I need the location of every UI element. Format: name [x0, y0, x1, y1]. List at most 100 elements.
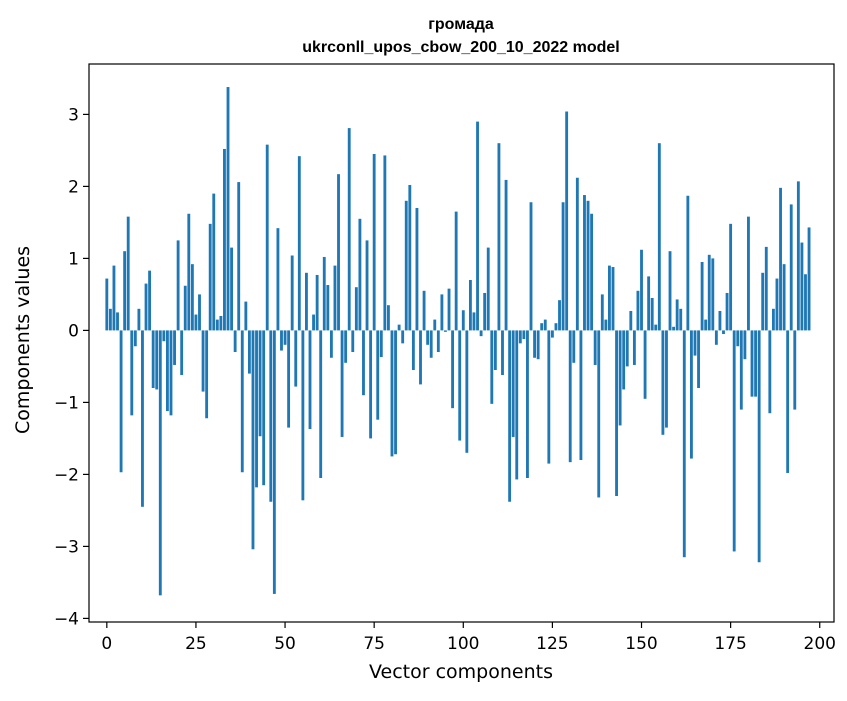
bar-component-57	[308, 330, 312, 430]
bar-component-63	[329, 330, 333, 358]
bar-component-33	[223, 148, 226, 331]
bar-component-73	[365, 240, 369, 331]
x-tick-label: 175	[714, 634, 746, 654]
bar-component-117	[522, 330, 526, 340]
bar-component-86	[411, 330, 415, 370]
bar-component-26	[198, 294, 201, 331]
bar-component-180	[747, 216, 750, 331]
bar-component-167	[700, 262, 704, 331]
bar-component-61	[322, 256, 326, 331]
bar-component-193	[793, 330, 797, 410]
bar-component-20	[176, 240, 180, 331]
bar-component-134	[583, 195, 586, 331]
bar-component-8	[133, 330, 137, 347]
bar-component-36	[233, 330, 237, 352]
bar-component-95	[444, 330, 447, 332]
bar-component-19	[173, 330, 176, 365]
bar-component-171	[714, 330, 718, 345]
bar-component-28	[205, 330, 209, 419]
bar-component-13	[151, 330, 155, 388]
bar-component-147	[629, 310, 633, 331]
bar-component-74	[369, 330, 373, 439]
bar-component-21	[180, 330, 184, 376]
bar-component-129	[565, 111, 569, 331]
bar-component-92	[433, 319, 437, 331]
bar-component-154	[654, 324, 658, 331]
bar-component-158	[668, 251, 672, 331]
x-tick-label: 150	[625, 634, 657, 654]
bar-component-181	[750, 330, 754, 397]
bar-component-50	[283, 330, 287, 345]
bar-component-174	[725, 292, 729, 331]
bar-component-94	[440, 294, 444, 331]
bar-component-29	[208, 223, 212, 331]
bar-component-146	[625, 330, 629, 367]
bar-component-127	[558, 300, 561, 331]
bar-component-98	[454, 211, 458, 331]
bar-component-183	[757, 330, 761, 563]
bar-component-46	[269, 330, 273, 502]
bar-component-166	[697, 330, 700, 388]
bar-component-65	[337, 174, 340, 331]
bar-component-176	[732, 330, 736, 552]
bar-component-102	[468, 280, 472, 331]
bar-component-175	[729, 223, 733, 331]
x-tick-label: 200	[804, 634, 836, 654]
bar-component-2	[112, 265, 116, 331]
bar-component-85	[408, 184, 412, 331]
bar-component-89	[422, 290, 426, 331]
bar-component-128	[561, 202, 565, 331]
bar-component-172	[718, 310, 722, 331]
y-axis-ticks: −4 −3 −2 −1 0 1 2 3	[54, 105, 89, 629]
bar-component-139	[600, 294, 604, 331]
y-tick-label: −4	[54, 609, 79, 629]
bar-component-126	[554, 323, 558, 331]
bar-component-151	[643, 330, 647, 399]
bar-component-136	[590, 213, 594, 331]
y-tick-label: 2	[68, 177, 79, 197]
chart-subtitle: ukrconll_upos_cbow_200_10_2022 model	[302, 39, 619, 56]
bar-component-114	[511, 330, 515, 437]
bar-component-81	[394, 330, 397, 455]
bar-component-30	[212, 193, 216, 331]
bar-component-37	[237, 182, 241, 331]
bar-component-17	[166, 330, 169, 412]
y-tick-label: 3	[68, 105, 79, 125]
bar-component-189	[779, 187, 782, 331]
x-tick-label: 125	[536, 634, 568, 654]
bar-component-31	[215, 319, 219, 331]
y-axis-label: Components values	[12, 246, 34, 434]
bars-group	[105, 87, 811, 596]
bar-component-71	[358, 218, 362, 331]
bar-component-100	[461, 310, 465, 331]
bar-component-70	[354, 287, 358, 331]
bar-component-52	[290, 255, 294, 331]
bar-component-124	[547, 330, 551, 464]
bar-component-6	[126, 216, 130, 331]
chart-title: громада	[428, 16, 494, 33]
plot-frame	[88, 63, 835, 623]
bar-component-133	[579, 330, 583, 460]
bar-component-115	[515, 330, 519, 480]
bar-component-68	[347, 128, 351, 331]
bar-component-142	[611, 267, 615, 331]
bar-component-79	[387, 305, 390, 331]
bar-component-18	[169, 330, 173, 416]
bar-component-155	[657, 143, 661, 331]
bar-component-119	[529, 202, 533, 331]
y-tick-label: 1	[68, 249, 79, 269]
bar-component-54	[297, 156, 301, 331]
bar-component-75	[372, 154, 376, 331]
bar-component-55	[301, 330, 305, 501]
bar-component-0	[105, 278, 109, 331]
bar-component-76	[376, 330, 380, 420]
bar-component-48	[276, 228, 280, 331]
bar-component-42	[255, 330, 258, 488]
bar-component-132	[575, 177, 579, 331]
bar-component-140	[604, 319, 608, 331]
bar-component-162	[682, 330, 686, 558]
bar-component-72	[362, 330, 365, 396]
bar-component-49	[280, 330, 283, 351]
